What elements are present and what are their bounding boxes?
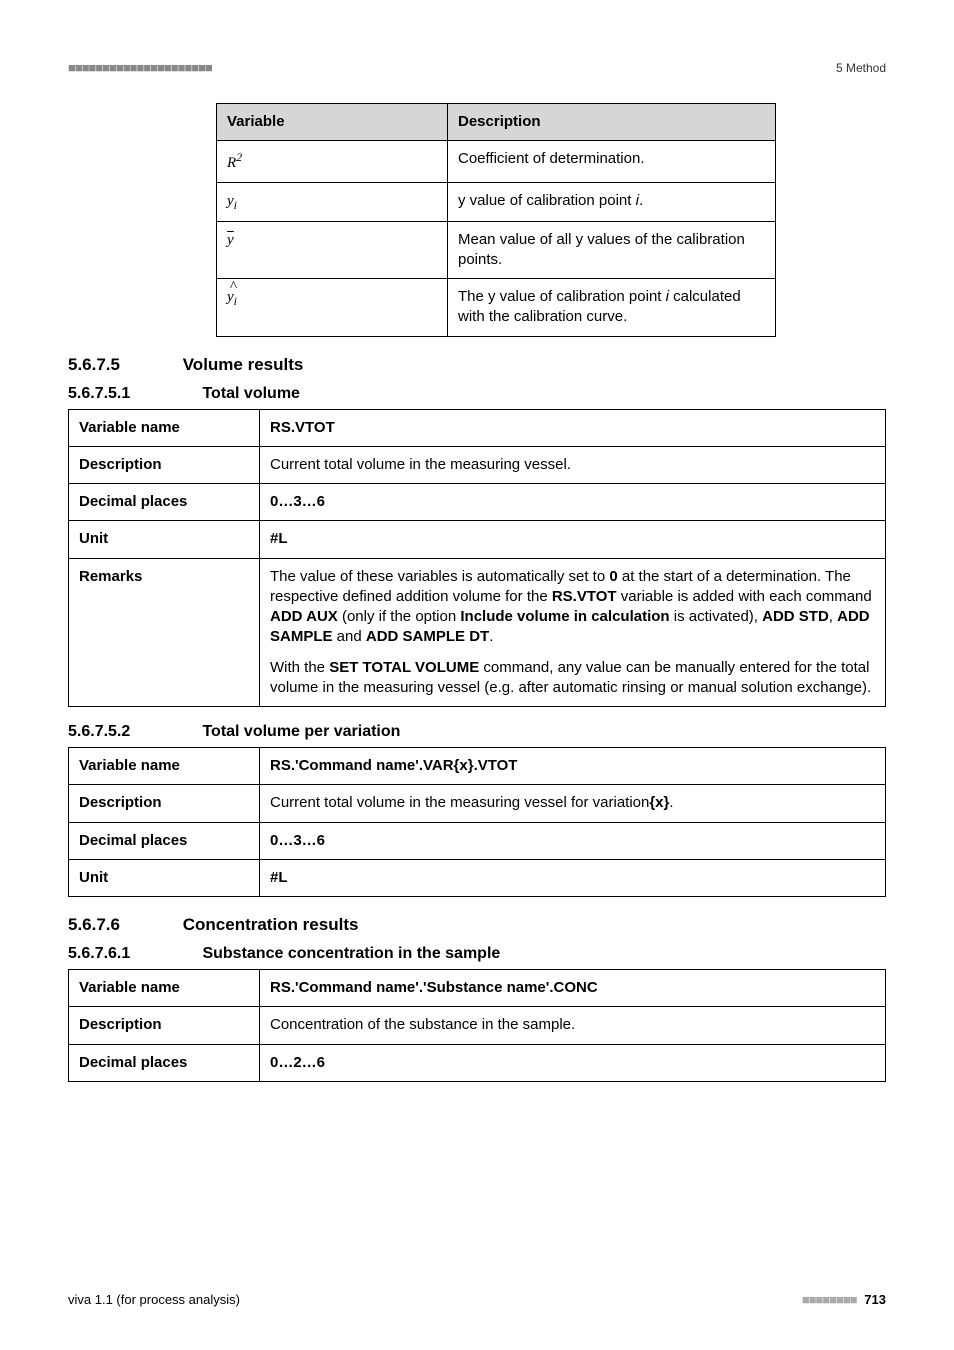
page-header: ■■■■■■■■■■■■■■■■■■■■■ 5 Method: [68, 60, 886, 75]
table-row: R2 Coefficient of determination.: [217, 141, 776, 182]
value-description: Current total volume in the measuring ve…: [260, 446, 886, 483]
label-decimal-places: Decimal places: [69, 1044, 260, 1081]
page-number: 713: [864, 1292, 886, 1307]
desc-yhat: The y value of calibration point i calcu…: [448, 279, 776, 337]
label-remarks: Remarks: [69, 558, 260, 707]
label-unit: Unit: [69, 859, 260, 896]
variable-description-table: Variable Description R2 Coefficient of d…: [216, 103, 776, 337]
label-decimal-places: Decimal places: [69, 822, 260, 859]
value-variable-name: RS.'Command name'.'Substance name'.CONC: [270, 979, 598, 996]
var-yhat: yi: [217, 279, 448, 337]
value-unit: #L: [270, 530, 288, 547]
remarks-p2: With the SET TOTAL VOLUME command, any v…: [270, 658, 875, 699]
sectitle: Concentration results: [183, 915, 359, 934]
document-page: ■■■■■■■■■■■■■■■■■■■■■ 5 Method Variable …: [0, 0, 954, 1347]
secnum: 5.6.7.6.1: [68, 945, 198, 963]
secnum: 5.6.7.5: [68, 355, 178, 375]
value-decimal-places: 0…3…6: [270, 832, 325, 849]
value-description: Current total volume in the measuring ve…: [260, 785, 886, 822]
label-variable-name: Variable name: [69, 748, 260, 785]
footer-product: viva 1.1 (for process analysis): [68, 1292, 240, 1307]
value-remarks: The value of these variables is automati…: [260, 558, 886, 707]
sectitle: Substance concentration in the sample: [202, 945, 500, 962]
total-volume-per-variation-table: Variable name RS.'Command name'.VAR{x}.V…: [68, 747, 886, 897]
table-row: yi The y value of calibration point i ca…: [217, 279, 776, 337]
label-description: Description: [69, 1007, 260, 1044]
label-description: Description: [69, 446, 260, 483]
sectitle: Volume results: [183, 355, 304, 374]
footer-page: ■■■■■■■■ 713: [802, 1292, 886, 1307]
secnum: 5.6.7.5.1: [68, 385, 198, 403]
header-dashes: ■■■■■■■■■■■■■■■■■■■■■: [68, 60, 212, 75]
heading-5-6-7-5-1: 5.6.7.5.1 Total volume: [68, 385, 886, 403]
table-row: yi y value of calibration point i.: [217, 182, 776, 221]
heading-5-6-7-5: 5.6.7.5 Volume results: [68, 355, 886, 375]
sectitle: Total volume per variation: [202, 723, 400, 740]
var-r2: R2: [217, 141, 448, 182]
desc-r2: Coefficient of determination.: [448, 141, 776, 182]
th-description: Description: [448, 104, 776, 141]
heading-5-6-7-6: 5.6.7.6 Concentration results: [68, 915, 886, 935]
concentration-table: Variable name RS.'Command name'.'Substan…: [68, 969, 886, 1082]
sectitle: Total volume: [202, 385, 300, 402]
var-yi: yi: [217, 182, 448, 221]
heading-5-6-7-6-1: 5.6.7.6.1 Substance concentration in the…: [68, 945, 886, 963]
th-variable: Variable: [217, 104, 448, 141]
label-variable-name: Variable name: [69, 970, 260, 1007]
secnum: 5.6.7.6: [68, 915, 178, 935]
value-description: Concentration of the substance in the sa…: [260, 1007, 886, 1044]
value-variable-name: RS.VTOT: [270, 419, 335, 436]
table-row: y Mean value of all y values of the cali…: [217, 221, 776, 279]
header-chapter: 5 Method: [836, 61, 886, 75]
desc-ybar: Mean value of all y values of the calibr…: [448, 221, 776, 279]
value-decimal-places: 0…3…6: [270, 493, 325, 510]
label-decimal-places: Decimal places: [69, 484, 260, 521]
value-variable-name: RS.'Command name'.VAR{x}.VTOT: [270, 757, 517, 774]
label-description: Description: [69, 785, 260, 822]
secnum: 5.6.7.5.2: [68, 723, 198, 741]
var-ybar: y: [217, 221, 448, 279]
value-unit: #L: [270, 869, 288, 886]
desc-yi: y value of calibration point i.: [448, 182, 776, 221]
page-footer: viva 1.1 (for process analysis) ■■■■■■■■…: [68, 1292, 886, 1307]
value-decimal-places: 0…2…6: [270, 1054, 325, 1071]
total-volume-table: Variable name RS.VTOT Description Curren…: [68, 409, 886, 708]
label-variable-name: Variable name: [69, 409, 260, 446]
heading-5-6-7-5-2: 5.6.7.5.2 Total volume per variation: [68, 723, 886, 741]
label-unit: Unit: [69, 521, 260, 558]
remarks-p1: The value of these variables is automati…: [270, 567, 875, 648]
footer-dashes: ■■■■■■■■: [802, 1292, 857, 1307]
